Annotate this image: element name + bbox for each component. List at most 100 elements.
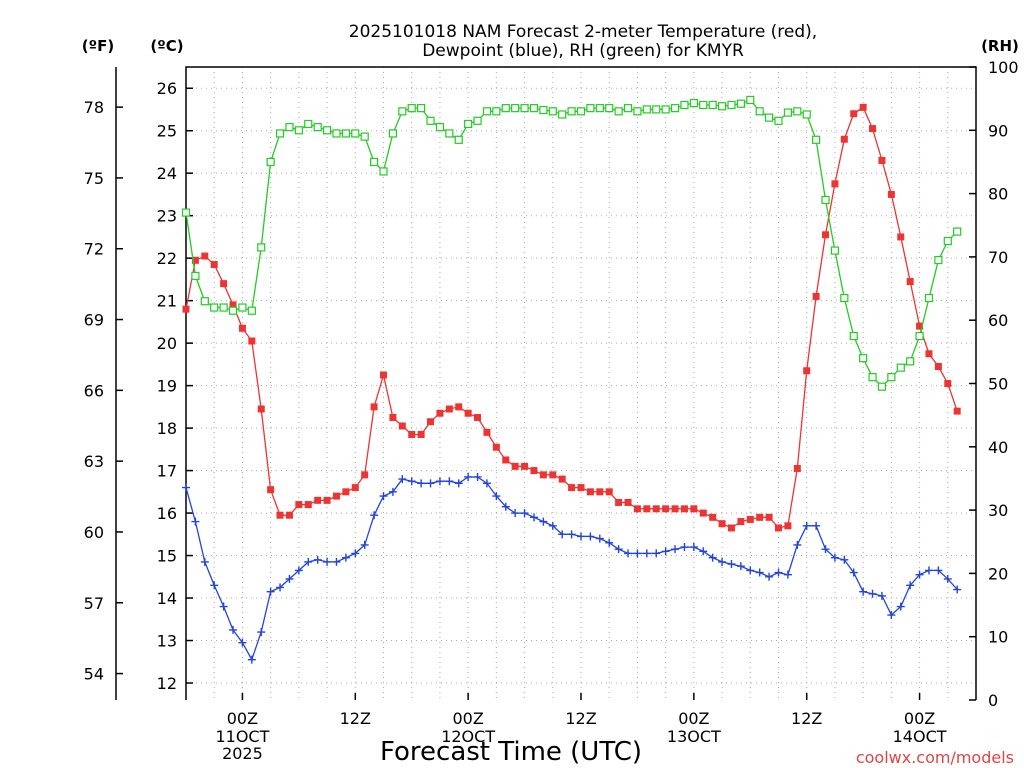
data-point-dewpoint (341, 553, 350, 562)
data-point-dewpoint (746, 566, 755, 575)
unit-label-fahrenheit: (ºF) (82, 37, 114, 55)
data-point-temperature (690, 505, 698, 513)
x-tick-label: 00Z (678, 709, 709, 728)
data-point-dewpoint (877, 591, 886, 600)
data-point-rh (351, 129, 360, 138)
data-point-dewpoint (765, 572, 774, 581)
data-point-rh (633, 107, 642, 116)
data-point-dewpoint (379, 492, 388, 501)
data-point-dewpoint (718, 557, 727, 566)
data-point-dewpoint (605, 538, 614, 547)
data-point-rh (755, 107, 764, 116)
data-point-dewpoint (859, 587, 868, 596)
data-point-temperature (850, 110, 858, 118)
data-point-dewpoint (407, 477, 416, 486)
data-point-rh (576, 107, 586, 116)
data-point-dewpoint (943, 574, 952, 583)
data-point-dewpoint (285, 574, 294, 583)
data-point-dewpoint (464, 472, 473, 481)
data-point-dewpoint (699, 547, 708, 556)
data-point-temperature (756, 513, 764, 521)
data-point-dewpoint (182, 483, 190, 492)
data-point-dewpoint (689, 543, 698, 552)
data-point-rh (313, 123, 322, 132)
data-point-rh (426, 116, 435, 125)
data-point-dewpoint (727, 560, 736, 569)
data-point-temperature (436, 409, 444, 417)
data-point-rh (849, 331, 858, 341)
data-point-dewpoint (492, 492, 501, 501)
y-tick-rh-label: 40 (988, 438, 1008, 457)
data-point-rh (210, 303, 219, 312)
data-point-temperature (276, 511, 284, 519)
data-point-temperature (229, 301, 237, 309)
data-point-dewpoint (586, 532, 595, 541)
data-point-dewpoint (276, 583, 285, 592)
data-point-dewpoint (821, 545, 830, 554)
data-point-rh (464, 119, 473, 129)
data-point-rh (614, 107, 623, 116)
y-tick-celsius-label: 20 (157, 334, 177, 353)
data-point-temperature (257, 405, 265, 413)
series-line-temperature (185, 106, 958, 529)
data-point-temperature (925, 350, 933, 358)
data-point-temperature (624, 498, 632, 506)
axes: 12 13 14 15 16 17 18 19 20 21 22 23 24 25 26 54 57 60 63 66… (84, 58, 1019, 763)
data-point-dewpoint (238, 638, 247, 647)
x-tick-date-label: 13OCT (667, 727, 721, 746)
data-point-temperature (380, 371, 387, 379)
data-point-temperature (389, 413, 397, 421)
data-point-temperature (784, 522, 792, 530)
data-point-rh (492, 107, 501, 116)
data-point-rh (605, 104, 614, 113)
data-point-temperature (859, 103, 867, 111)
data-point-dewpoint (445, 477, 454, 486)
data-point-dewpoint (539, 517, 548, 526)
data-point-dewpoint (210, 581, 219, 590)
data-point-rh (473, 116, 482, 125)
data-point-temperature (370, 403, 378, 411)
data-point-temperature (699, 509, 707, 517)
y-tick-celsius-label: 26 (157, 79, 177, 98)
data-point-temperature (323, 496, 331, 504)
data-point-temperature (662, 505, 670, 513)
data-point-temperature (680, 505, 688, 513)
data-point-temperature (727, 524, 735, 532)
data-point-rh (275, 129, 285, 138)
data-point-rh (727, 100, 736, 110)
data-point-dewpoint (652, 549, 661, 558)
data-point-rh (257, 243, 266, 252)
data-point-dewpoint (548, 521, 557, 530)
y-tick-celsius-label: 24 (157, 164, 177, 183)
data-point-rh (680, 100, 689, 110)
data-point-dewpoint (802, 521, 811, 530)
x-tick-label: 12Z (791, 709, 822, 728)
x-tick-label: 00Z (904, 709, 935, 728)
data-point-temperature (483, 428, 491, 436)
y-tick-celsius-label: 23 (157, 207, 177, 226)
data-point-rh (868, 373, 877, 382)
data-point-rh (398, 107, 407, 116)
data-point-temperature (953, 407, 961, 415)
data-point-dewpoint (793, 540, 802, 549)
data-point-rh (181, 208, 191, 217)
data-point-dewpoint (812, 521, 821, 530)
x-tick-date-label: 14OCT (893, 727, 947, 746)
data-point-temperature (916, 322, 924, 330)
data-point-rh (567, 107, 576, 116)
data-point-rh (689, 98, 698, 108)
data-point-temperature (332, 492, 340, 500)
data-point-dewpoint (896, 602, 905, 611)
data-point-temperature (210, 261, 218, 269)
data-point-temperature (511, 462, 519, 470)
series-line-rh (185, 99, 958, 388)
data-point-temperature (220, 280, 228, 288)
data-point-rh (708, 100, 717, 110)
data-point-dewpoint (755, 568, 764, 577)
data-point-rh (388, 129, 398, 138)
data-point-dewpoint (671, 545, 680, 554)
data-point-dewpoint (915, 570, 924, 579)
data-point-rh (623, 104, 633, 113)
data-point-rh (934, 255, 943, 265)
